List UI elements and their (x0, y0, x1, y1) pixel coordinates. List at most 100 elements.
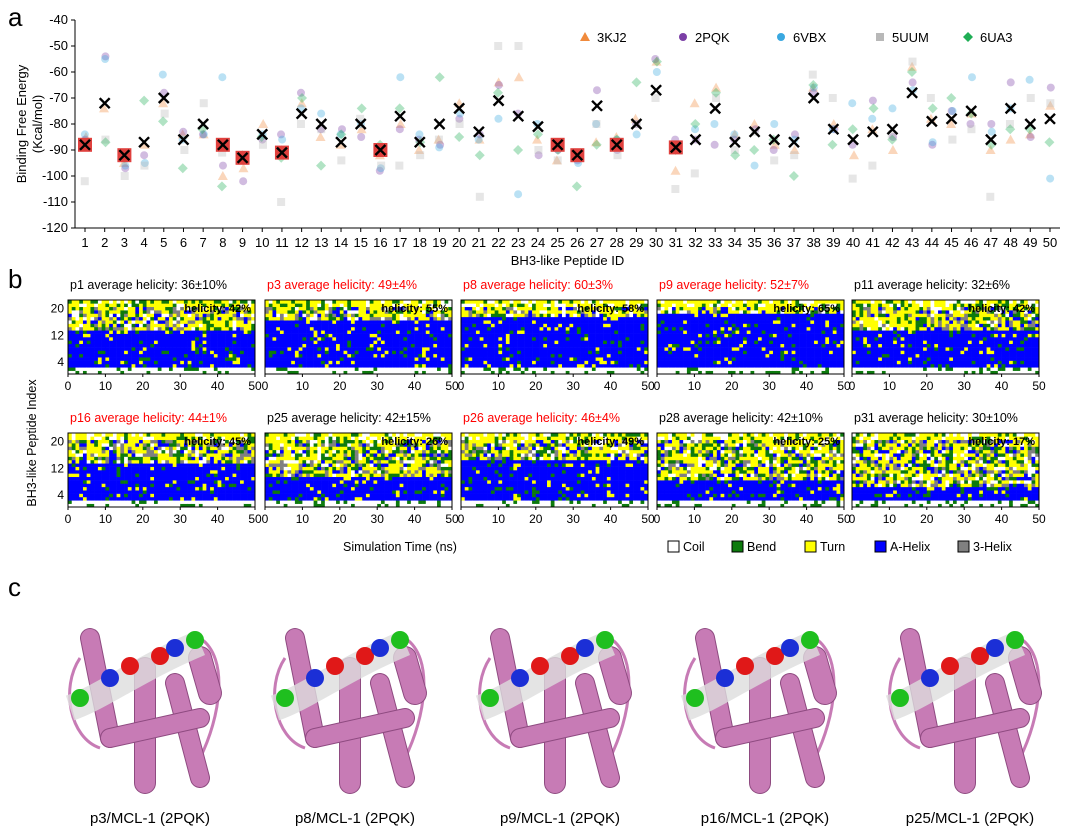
heatmap-cell (491, 313, 495, 317)
heatmap-cell (676, 327, 680, 331)
heatmap-cell (822, 344, 826, 348)
heatmap-cell (403, 317, 407, 321)
heatmap-cell (291, 303, 295, 307)
heatmap-cell (577, 327, 581, 331)
heatmap-cell (236, 334, 240, 338)
heatmap-cell (102, 347, 106, 351)
heatmap-cell (468, 313, 472, 317)
heatmap-cell (687, 361, 691, 365)
heatmap-cell (109, 303, 113, 307)
heatmap-cell (269, 354, 273, 358)
heatmap-cell (400, 327, 404, 331)
heatmap-cell (584, 367, 588, 371)
panel-a-label: a (8, 2, 22, 33)
heatmap-cell (528, 340, 532, 344)
heatmap-cell (743, 307, 747, 311)
heatmap-cell (743, 320, 747, 324)
heatmap-cell (191, 361, 195, 365)
heatmap-cell (754, 327, 758, 331)
heatmap-cell (603, 340, 607, 344)
heatmap-cell (173, 337, 177, 341)
heatmap-cell (480, 303, 484, 307)
heatmap-cell (233, 347, 237, 351)
heatmap-cell (698, 337, 702, 341)
heatmap-cell (709, 320, 713, 324)
heatmap-cell (244, 364, 248, 368)
heatmap-cell (592, 330, 596, 334)
heatmap-cell (837, 330, 841, 334)
heatmap-cell (762, 313, 766, 317)
heatmap-cell (366, 334, 370, 338)
heatmap-cell (856, 340, 860, 344)
x-tick-label: 42 (885, 235, 899, 250)
heatmap-cell (347, 313, 351, 317)
heatmap-cell (105, 317, 109, 321)
heatmap-cell (154, 320, 158, 324)
heatmap-cell (751, 300, 755, 304)
heatmap-cell (109, 300, 113, 304)
heatmap-cell (661, 307, 665, 311)
heatmap-cell (392, 357, 396, 361)
heatmap-cell (68, 300, 72, 304)
point-5UUM (259, 141, 267, 149)
heatmap-cell (661, 364, 665, 368)
heatmap-cell (532, 324, 536, 328)
heatmap-cell (611, 337, 615, 341)
heatmap-cell (132, 350, 136, 354)
heatmap-cell (366, 330, 370, 334)
heatmap-cell (124, 313, 128, 317)
heatmap-cell (758, 337, 762, 341)
heatmap-cell (154, 307, 158, 311)
heatmap-cell (381, 320, 385, 324)
heatmap-cell (596, 337, 600, 341)
heatmap-cell (72, 340, 76, 344)
heatmap-cell (629, 330, 633, 334)
heatmap-cell (165, 367, 169, 371)
heatmap-cell (569, 364, 573, 368)
heatmap-cell (117, 347, 121, 351)
heatmap-cell (661, 337, 665, 341)
heatmap-cell (422, 361, 426, 365)
point-6VBX (751, 162, 759, 170)
heatmap-cell (618, 327, 622, 331)
heatmap-cell (128, 303, 132, 307)
heatmap-x-tick-label: 20 (136, 379, 150, 393)
heatmap-cell (525, 300, 529, 304)
heatmap-cell (433, 324, 437, 328)
heatmap-cell (392, 361, 396, 365)
heatmap-cell (795, 344, 799, 348)
heatmap-cell (754, 310, 758, 314)
panel-b-label: b (8, 264, 22, 295)
heatmap-cell (351, 320, 355, 324)
heatmap-cell (687, 364, 691, 368)
heatmap-cell (248, 367, 252, 371)
heatmap-cell (721, 334, 725, 338)
heatmap-cell (280, 361, 284, 365)
heatmap-cell (191, 340, 195, 344)
heatmap-cell (562, 320, 566, 324)
heatmap-cell (747, 303, 751, 307)
heatmap-cell (698, 364, 702, 368)
heatmap-cell (433, 337, 437, 341)
point-6UA3 (592, 140, 602, 150)
heatmap-cell (803, 361, 807, 365)
y-tick-label: -80 (49, 116, 68, 131)
heatmap-cell (483, 310, 487, 314)
heatmap-cell (218, 337, 222, 341)
heatmap-cell (79, 357, 83, 361)
heatmap-cell (754, 340, 758, 344)
heatmap-cell (547, 327, 551, 331)
heatmap-cell (370, 367, 374, 371)
heatmap-cell (229, 327, 233, 331)
heatmap-cell (150, 334, 154, 338)
heatmap-cell (206, 364, 210, 368)
heatmap-cell (362, 330, 366, 334)
heatmap-cell (569, 354, 573, 358)
heatmap-cell (426, 364, 430, 368)
heatmap-cell (128, 350, 132, 354)
heatmap-cell (543, 324, 547, 328)
heatmap-cell (265, 317, 269, 321)
heatmap-cell (306, 307, 310, 311)
heatmap-cell (480, 347, 484, 351)
heatmap-cell (248, 361, 252, 365)
